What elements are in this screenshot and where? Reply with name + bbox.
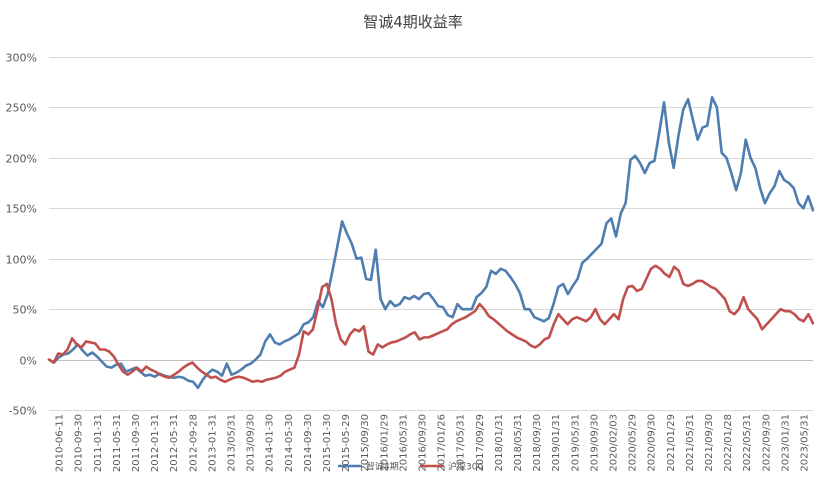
x-tick-label: 2023/05/31 <box>799 414 810 472</box>
y-axis: -50% 0% 50% 100% 150% 200% 250% 300% <box>6 52 37 418</box>
series-line-zhicheng <box>47 96 815 390</box>
y-tick-label: 50% <box>13 304 37 317</box>
x-tick-label: 2021/09/30 <box>704 414 715 472</box>
x-tick-label: 2023/01/31 <box>780 414 791 472</box>
x-tick-label: 2020/02/03 <box>608 414 619 472</box>
gridlines <box>49 57 813 411</box>
x-tick-label: 2020/05/29 <box>628 414 639 472</box>
legend: 智诚4期 沪深300 <box>338 461 483 473</box>
x-tick-label: 2016/05/31 <box>398 414 409 472</box>
x-tick-label: 2013/05/31 <box>226 414 237 472</box>
x-axis: 2010-06-11 2010-09-30 2011-01-31 2011-05-31… <box>49 360 813 472</box>
x-tick-label: 2011-01-31 <box>93 414 104 472</box>
x-tick-label: 2014-05-30 <box>284 414 295 472</box>
x-tick-label: 2018/05/31 <box>513 414 524 472</box>
x-tick-label: 2011-05-31 <box>112 414 123 472</box>
x-tick-label: 2017/01/26 <box>437 414 448 472</box>
x-tick-label: 2020/09/30 <box>647 414 658 472</box>
legend-label: 智诚4期 <box>366 461 399 473</box>
y-tick-label: 100% <box>6 254 37 267</box>
x-tick-label: 2018/09/30 <box>532 414 543 472</box>
x-tick-label: 2017/05/31 <box>456 414 467 472</box>
x-tick-label: 2017/09/29 <box>475 414 486 472</box>
y-tick-label: 300% <box>6 52 37 65</box>
x-tick-label: 2016/09/30 <box>417 414 428 472</box>
chart-title: 智诚4期收益率 <box>363 13 463 31</box>
x-tick-label: 2022/05/31 <box>742 414 753 472</box>
series-line-hs300 <box>47 264 815 384</box>
x-tick-label: 2022/09/30 <box>761 414 772 472</box>
legend-label: 沪深300 <box>448 461 483 473</box>
x-tick-label: 2015-05-29 <box>341 414 352 472</box>
x-tick-label: 2013-01-31 <box>207 414 218 472</box>
x-tick-label: 2010-06-11 <box>55 414 66 472</box>
x-tick-label: 2015/09/30 <box>360 414 371 472</box>
y-tick-label: 200% <box>6 153 37 166</box>
x-tick-label: 2018/01/31 <box>494 414 505 472</box>
y-tick-label: 150% <box>6 203 37 216</box>
x-tick-label: 2019/01/31 <box>551 414 562 472</box>
x-tick-label: 2013/09/30 <box>246 414 257 472</box>
x-tick-label: 2012-01-31 <box>150 414 161 472</box>
y-tick-label: -50% <box>9 405 37 418</box>
x-tick-label: 2010-09-30 <box>74 414 85 472</box>
series-lines <box>47 96 815 390</box>
x-tick-label: 2019/09/30 <box>589 414 600 472</box>
x-tick-label: 2015-01-30 <box>322 414 333 472</box>
x-tick-label: 2012-05-31 <box>169 414 180 472</box>
x-tick-label: 2021/05/31 <box>685 414 696 472</box>
x-tick-label: 2021/01/29 <box>666 414 677 472</box>
x-tick-label: 2014-09-30 <box>303 414 314 472</box>
x-tick-label: 2011-09-30 <box>131 414 142 472</box>
x-tick-label: 2012-09-28 <box>188 414 199 472</box>
x-tick-label: 2019/05/31 <box>570 414 581 472</box>
x-tick-label: 2014-01-30 <box>265 414 276 472</box>
x-tick-label: 2022/01/28 <box>723 414 734 472</box>
y-tick-label: 250% <box>6 102 37 115</box>
x-tick-label: 2016/01/29 <box>379 414 390 472</box>
y-tick-label: 0% <box>20 355 37 368</box>
